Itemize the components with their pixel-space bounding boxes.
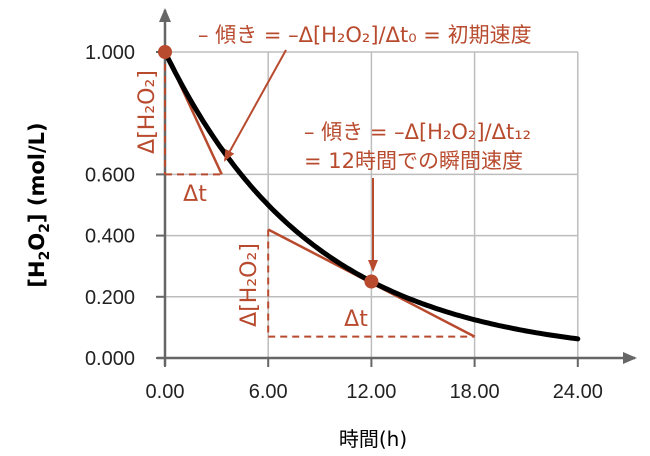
x-tick-label: 24.00: [553, 381, 603, 403]
y-tick-label: 0.600: [85, 164, 135, 186]
x-axis-title: 時間(h): [339, 427, 407, 451]
grid: [165, 51, 579, 358]
delta-t-label-1: Δt: [183, 182, 207, 207]
y-axis-title: [H2O2] (mol/L): [25, 122, 53, 287]
tangent-construction: [163, 51, 476, 338]
initial-rate-arrow: [224, 49, 287, 162]
delta-conc-label-2: Δ[H₂O₂]: [237, 243, 262, 327]
y-tick-label: 0.400: [85, 226, 135, 248]
x-tick-label: 6.00: [249, 381, 288, 403]
x-tick-label: 18.00: [450, 381, 500, 403]
y-tick-label: 1.000: [85, 42, 135, 64]
initial-rate-annotation: – 傾き = –Δ[H₂O₂]/Δt₀ = 初期速度: [198, 23, 532, 47]
y-tick-label: 0.200: [85, 287, 135, 309]
instant-rate-annotation-line1: – 傾き = –Δ[H₂O₂]/Δt₁₂: [304, 120, 531, 144]
highlighted-points: [158, 45, 379, 289]
tick-labels: 0.00 6.00 12.00 18.00 24.00 0.000 0.200 0.400 0.…: [85, 42, 603, 403]
data-point: [158, 45, 172, 59]
x-tick-label: 0.00: [146, 381, 185, 403]
delta-t-label-2: Δt: [344, 307, 368, 332]
x-tick-label: 12.00: [346, 381, 396, 403]
data-point: [364, 274, 379, 289]
y-tick-label: 0.000: [85, 348, 135, 370]
delta-conc-label-1: Δ[H₂O₂]: [135, 70, 160, 154]
instant-rate-annotation-line2: = 12時間での瞬間速度: [304, 149, 523, 173]
axes: [156, 8, 637, 367]
